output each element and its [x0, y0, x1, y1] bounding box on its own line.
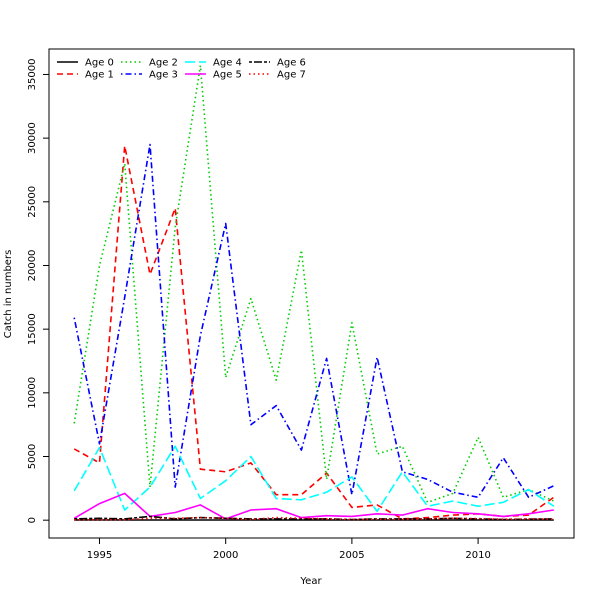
y-axis-title: Catch in numbers	[3, 250, 14, 339]
y-tick-label-20000: 20000	[27, 250, 38, 282]
legend-label-age-6: Age 6	[277, 58, 306, 69]
legend-label-age-4: Age 4	[213, 58, 242, 69]
legend-label-age-1: Age 1	[85, 70, 114, 81]
y-tick-label-0: 0	[27, 517, 38, 523]
x-tick-label-2010: 2010	[465, 550, 490, 561]
y-tick-label-30000: 30000	[27, 122, 38, 154]
y-tick-label-10000: 10000	[27, 377, 38, 409]
x-tick-label-2005: 2005	[339, 550, 364, 561]
x-tick-label-1995: 1995	[87, 550, 112, 561]
x-tick-label-2000: 2000	[213, 550, 238, 561]
series-line-age-2	[73, 64, 555, 504]
series-line-age-1	[73, 145, 555, 520]
series-line-age-4	[73, 445, 555, 513]
legend-label-age-3: Age 3	[149, 70, 178, 81]
series-layer	[73, 64, 555, 521]
y-axis: 0 5000 10000 15000 20000 25000 30000 35000	[27, 59, 49, 523]
x-axis: 1995 2000 2005 2010	[87, 538, 491, 561]
legend-label-age-7: Age 7	[277, 70, 306, 81]
y-tick-label-25000: 25000	[27, 186, 38, 218]
series-line-age-3	[73, 143, 555, 499]
legend-label-age-2: Age 2	[149, 58, 178, 69]
x-axis-title: Year	[299, 576, 322, 587]
legend-label-age-0: Age 0	[85, 58, 114, 69]
series-line-age-5	[73, 492, 554, 520]
legend-label-age-5: Age 5	[213, 70, 242, 81]
y-tick-label-35000: 35000	[27, 59, 38, 91]
y-tick-label-15000: 15000	[27, 313, 38, 345]
y-tick-label-5000: 5000	[27, 444, 38, 469]
series-line-age-7	[74, 516, 554, 521]
plot-frame	[48, 48, 575, 539]
